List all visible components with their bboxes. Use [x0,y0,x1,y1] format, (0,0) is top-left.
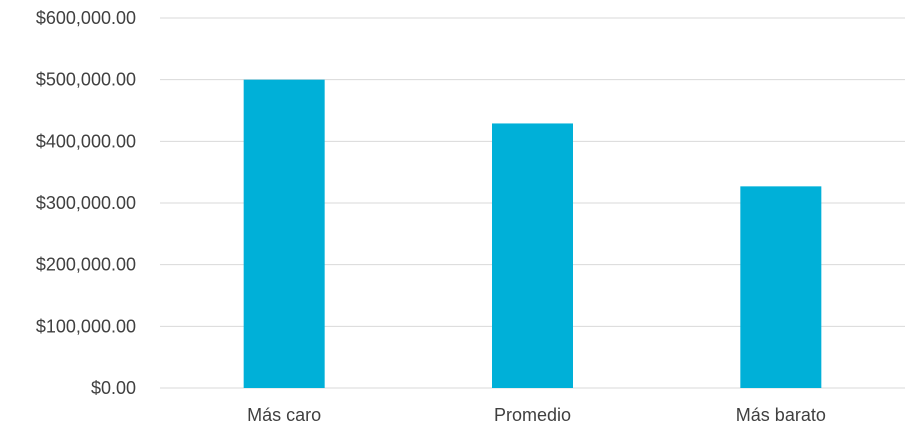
bars [243,79,822,389]
y-tick-label: $0.00 [91,378,136,398]
y-tick-label: $600,000.00 [36,8,136,28]
x-category-label: Más caro [247,405,321,425]
bar-1 [492,123,573,388]
x-category-label: Más barato [736,405,826,425]
y-tick-label: $300,000.00 [36,193,136,213]
bar-2 [740,186,822,388]
x-category-label: Promedio [494,405,571,425]
y-tick-label: $500,000.00 [36,70,136,90]
y-axis-tick-labels: $0.00 $100,000.00 $200,000.00 $300,000.00 $4… [36,8,136,398]
y-tick-label: $200,000.00 [36,255,136,275]
bar-0 [243,79,325,389]
y-tick-label: $400,000.00 [36,131,136,151]
y-tick-label: $100,000.00 [36,316,136,336]
x-axis-category-labels: Más caro Promedio Más barato [247,405,826,425]
